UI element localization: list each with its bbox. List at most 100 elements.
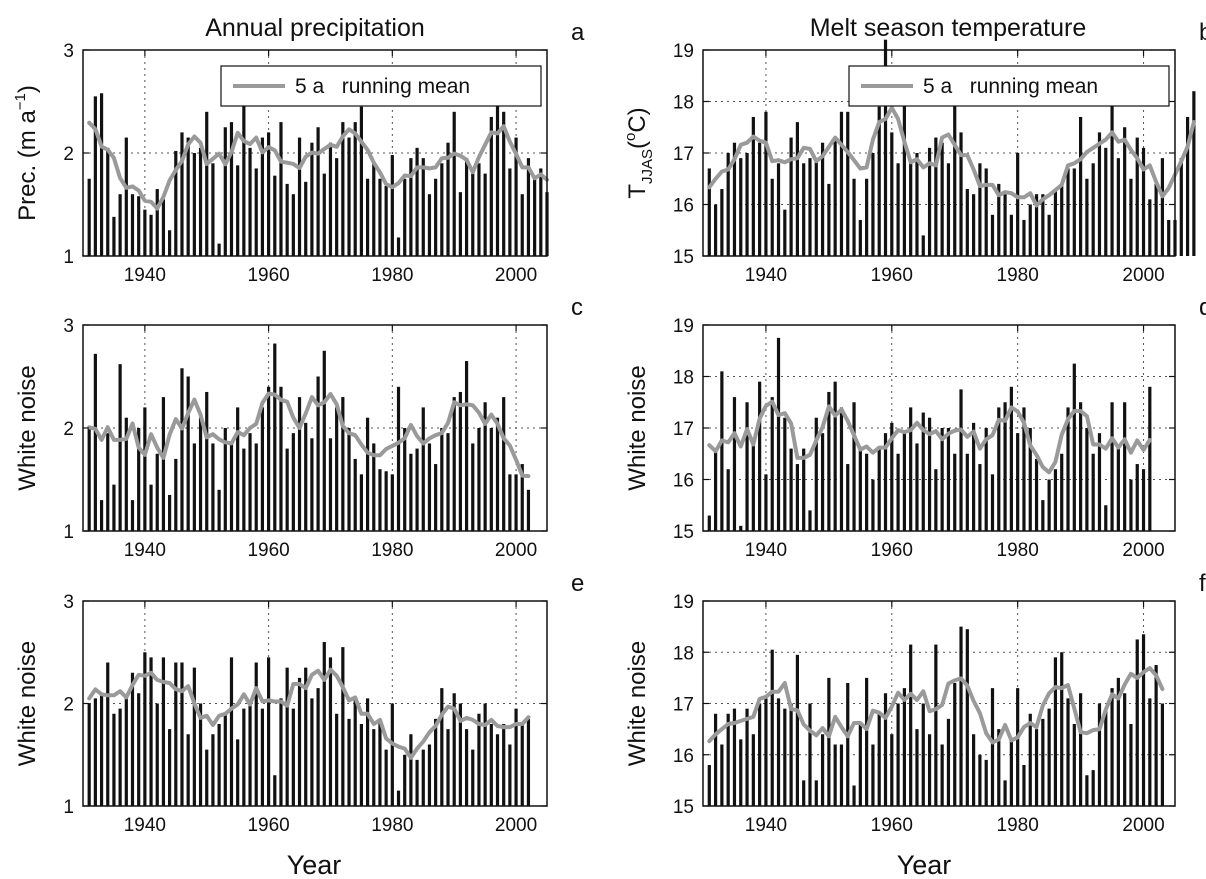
bar (1079, 402, 1083, 531)
y-axis-label: TJJAS(oC) (622, 107, 656, 198)
bar (940, 142, 944, 256)
x-tick-label: 1960 (247, 815, 289, 836)
panel-letter: e (571, 570, 584, 597)
bar (934, 469, 938, 531)
bar (260, 708, 265, 806)
bar (458, 703, 462, 806)
bar (751, 734, 755, 806)
y-tick-label: 19 (673, 316, 694, 337)
panel-d: 15 16 17 18 19 1940 1960 1980 2000 d White noise (624, 294, 1206, 561)
bar (328, 142, 333, 256)
bar (1110, 96, 1114, 256)
bar (372, 729, 376, 806)
bar (415, 147, 419, 256)
bar (403, 754, 407, 806)
bar (997, 729, 1001, 806)
bar (1097, 703, 1102, 806)
bar (502, 111, 506, 256)
bar (186, 734, 190, 806)
bar (483, 173, 487, 256)
bar (254, 443, 258, 531)
bar (990, 474, 995, 531)
bar (353, 458, 357, 531)
bar (440, 163, 444, 256)
x-tick-label: 2000 (495, 815, 537, 836)
bar (106, 662, 110, 806)
bar (180, 662, 184, 806)
bar (883, 693, 888, 806)
legend-label: 5 a running mean (295, 75, 470, 98)
bar (291, 433, 295, 531)
bar (514, 137, 518, 256)
bar (174, 458, 178, 531)
bar (902, 96, 906, 256)
bar (1016, 153, 1020, 256)
bar (909, 407, 913, 531)
bar (192, 443, 196, 531)
bar (1060, 183, 1064, 256)
y-tick-label: 19 (673, 592, 694, 613)
bar (846, 111, 850, 256)
bar (814, 417, 818, 531)
bar (802, 163, 806, 256)
bar (739, 158, 743, 256)
bar (896, 453, 900, 531)
bar (124, 137, 128, 256)
x-tick-label: 1980 (371, 265, 413, 286)
bar (990, 688, 995, 806)
bar (421, 749, 425, 806)
bar (279, 122, 283, 256)
x-axis-label-right: Year (897, 850, 952, 879)
bar (291, 194, 295, 256)
bar (953, 453, 957, 531)
bar (297, 137, 302, 256)
bar (827, 183, 831, 256)
y-tick-label: 17 (673, 419, 694, 440)
y-tick-label: 3 (63, 592, 74, 613)
y-tick-label: 15 (673, 247, 694, 268)
x-tick-label: 1940 (124, 540, 166, 561)
bar (1129, 724, 1133, 806)
bar (1066, 407, 1070, 531)
bar (198, 417, 203, 531)
bar (713, 204, 718, 256)
bar (130, 672, 135, 806)
bar (254, 662, 258, 806)
bar (858, 219, 862, 256)
bar (297, 677, 302, 806)
bar (789, 448, 793, 531)
bar (877, 448, 881, 531)
bar (1110, 688, 1114, 806)
bar (267, 386, 271, 531)
bar (1123, 127, 1127, 256)
x-tick-label: 1960 (871, 815, 913, 836)
bar (520, 194, 524, 256)
bar (1116, 677, 1120, 806)
bar (93, 96, 97, 256)
bar (186, 376, 190, 531)
bar (168, 729, 172, 806)
bar (99, 693, 104, 806)
bar (783, 209, 787, 256)
bar (335, 158, 339, 256)
bar (322, 350, 326, 531)
bar (471, 749, 475, 806)
bar (205, 111, 209, 256)
bar (1148, 386, 1152, 531)
panel-letter: c (571, 294, 583, 321)
bar (93, 698, 97, 806)
bar (161, 657, 166, 806)
bar (378, 469, 382, 531)
bar (751, 438, 755, 531)
bar (1141, 147, 1146, 256)
bar (328, 438, 333, 531)
bar (890, 734, 894, 806)
bar (464, 158, 469, 256)
bar (242, 708, 246, 806)
bar (739, 739, 743, 806)
bar (316, 688, 320, 806)
bar (124, 417, 128, 531)
bar (915, 153, 919, 256)
bar (852, 402, 856, 531)
panel-b: 15 16 17 18 19 1940 1960 1980 2000 b TJJAS(oC) 5 a … (622, 19, 1206, 286)
